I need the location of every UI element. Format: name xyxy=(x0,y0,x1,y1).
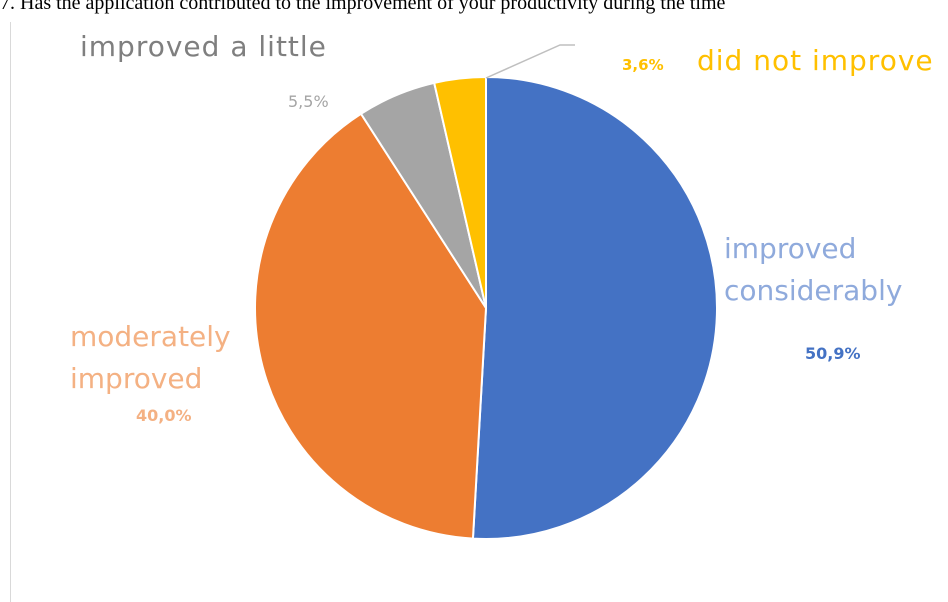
pct-label-improved-considerably: 50,9% xyxy=(805,344,861,363)
question-text: 7. Has the application contributed to th… xyxy=(0,0,726,14)
label-did-not-improve: did not improve xyxy=(697,44,934,77)
pct-label-moderately-improved: 40,0% xyxy=(136,406,192,425)
label-moderately-improved: moderately improved xyxy=(70,320,231,395)
chart-frame xyxy=(10,22,948,602)
leader-line-did-not-improve xyxy=(485,44,575,79)
pct-label-improved-a-little: 5,5% xyxy=(288,92,329,111)
slice-improved-considerably xyxy=(471,75,718,540)
label-improved-considerably: improved considerably xyxy=(724,232,903,307)
label-improved-a-little: improved a little xyxy=(80,30,327,63)
slice-did-not-improve xyxy=(432,75,487,309)
pct-label-did-not-improve: 3,6% xyxy=(622,56,664,74)
